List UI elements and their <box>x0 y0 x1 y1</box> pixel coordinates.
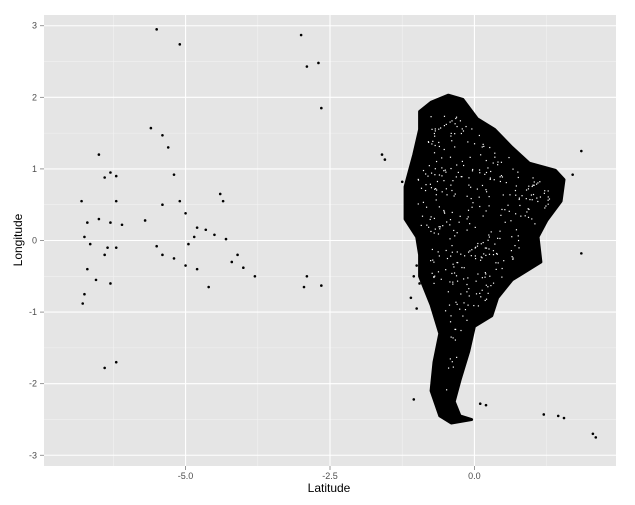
data-points <box>80 28 598 439</box>
island-point <box>172 257 176 260</box>
island-point <box>187 242 190 246</box>
island-point <box>97 153 101 156</box>
island-point <box>195 267 199 271</box>
x-tick-label: -2.5 <box>322 471 338 481</box>
island-point <box>594 436 598 439</box>
island-point <box>166 146 170 149</box>
y-axis-title: Longitude <box>11 213 25 266</box>
island-point <box>109 282 112 285</box>
island-point <box>120 223 124 227</box>
y-tick-label: 1 <box>32 164 37 174</box>
island-point <box>562 416 566 420</box>
island-point <box>109 221 112 224</box>
island-point <box>149 126 153 130</box>
island-point <box>317 61 320 65</box>
island-point <box>88 242 92 246</box>
y-tick-label: 0 <box>32 236 37 246</box>
island-point <box>409 296 413 300</box>
island-point <box>580 149 583 153</box>
y-tick-label: -2 <box>29 379 37 389</box>
island-point <box>97 217 101 221</box>
island-point <box>556 414 560 418</box>
island-point <box>94 278 98 282</box>
island-point <box>207 285 210 289</box>
island-point <box>218 192 222 196</box>
island-point <box>253 274 257 278</box>
island-point <box>236 253 239 257</box>
island-point <box>302 285 306 289</box>
x-tick-label: -5.0 <box>178 471 194 481</box>
island-point <box>106 246 109 249</box>
island-point <box>172 173 176 176</box>
island-point <box>224 237 228 241</box>
island-point <box>184 211 187 215</box>
island-point <box>81 302 85 305</box>
island-point <box>204 228 208 232</box>
island-point <box>86 221 89 224</box>
x-tick-label: 0.0 <box>468 471 481 481</box>
island-point <box>320 284 323 287</box>
y-axis: 3 2 1 0 -1 -2 -3 <box>29 21 44 460</box>
island-point <box>412 274 416 278</box>
island-point <box>542 413 546 416</box>
island-point <box>103 253 106 257</box>
island-point <box>109 171 112 174</box>
island-point <box>242 266 245 270</box>
island-point <box>221 199 225 203</box>
island-point <box>86 267 89 271</box>
island-point <box>478 402 482 406</box>
y-tick-label: -3 <box>29 450 37 460</box>
x-axis: -5.0 -2.5 0.0 <box>178 466 481 481</box>
y-tick-label: -1 <box>29 307 37 317</box>
island-point <box>415 264 418 267</box>
island-point <box>83 235 86 239</box>
island-point <box>83 292 86 296</box>
island-point <box>484 403 488 407</box>
island-point <box>161 133 164 137</box>
island-point <box>161 203 164 207</box>
island-point <box>155 28 158 31</box>
island-point <box>400 180 404 184</box>
island-point <box>161 253 164 257</box>
island-point <box>184 264 187 267</box>
island-point <box>114 246 118 249</box>
island-point <box>383 158 387 161</box>
island-point <box>412 398 416 401</box>
island-point <box>195 226 199 229</box>
island-point <box>103 176 106 179</box>
island-point <box>320 106 323 110</box>
island-point <box>178 43 182 46</box>
mainland-gaps <box>417 115 551 391</box>
island-point <box>230 260 234 264</box>
island-point <box>143 219 147 222</box>
island-point <box>418 282 421 285</box>
grid-lines <box>44 15 616 466</box>
island-point <box>114 199 118 203</box>
island-point <box>305 274 309 278</box>
island-point <box>103 366 106 370</box>
island-point <box>571 173 574 176</box>
island-point <box>591 432 595 436</box>
island-point <box>305 65 309 68</box>
island-point <box>380 153 384 156</box>
island-point <box>415 307 418 310</box>
x-axis-title: Latitude <box>308 481 351 495</box>
mainland-points <box>403 93 566 425</box>
island-point <box>114 360 118 364</box>
island-point <box>580 252 583 255</box>
island-point <box>213 233 216 237</box>
island-point <box>155 244 158 248</box>
y-tick-label: 2 <box>32 92 37 102</box>
island-point <box>114 174 118 178</box>
y-tick-label: 3 <box>32 21 37 31</box>
island-point <box>80 199 83 203</box>
island-point <box>192 235 196 239</box>
island-point <box>299 33 303 37</box>
island-point <box>178 199 182 203</box>
